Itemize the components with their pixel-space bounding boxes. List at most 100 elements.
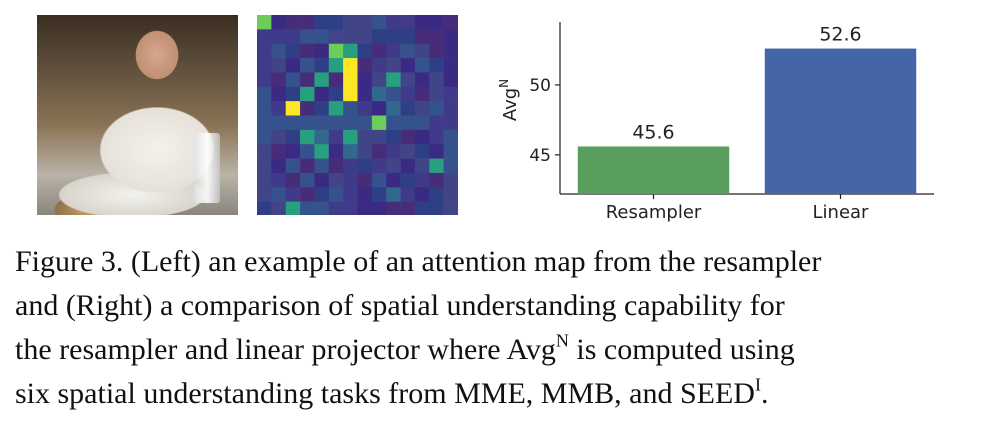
heatmap-cell: [443, 115, 458, 131]
heatmap-cell: [386, 115, 401, 131]
heatmap-cell: [371, 58, 387, 73]
heatmap-cell: [300, 115, 315, 131]
heatmap-cell: [357, 101, 373, 116]
heatmap-cell: [343, 172, 358, 188]
heatmap-cell: [400, 201, 416, 215]
heatmap-cell: [285, 43, 301, 59]
heatmap-cell: [357, 158, 373, 174]
heatmap-cell: [271, 15, 287, 30]
heatmap-cell: [300, 72, 315, 88]
heatmap-cell: [400, 15, 416, 30]
heatmap-cell: [400, 43, 416, 59]
heatmap-cell: [429, 129, 444, 145]
heatmap-cell: [443, 43, 458, 59]
heatmap-cell: [343, 43, 358, 59]
heatmap-cell: [357, 58, 373, 73]
heatmap-cell: [414, 115, 430, 131]
heatmap-cell: [328, 101, 344, 116]
heatmap-cell: [285, 72, 301, 88]
heatmap-cell: [429, 172, 444, 188]
heatmap-cell: [443, 101, 458, 116]
attention-map: [257, 15, 458, 215]
heatmap-cell: [343, 29, 358, 45]
heatmap-cell: [343, 201, 358, 215]
heatmap-cell: [285, 144, 301, 159]
heatmap-cell: [429, 158, 444, 174]
caption-line-2: and (Right) a comparison of spatial unde…: [15, 289, 785, 322]
heatmap-cell: [371, 43, 387, 59]
heatmap-cell: [314, 101, 330, 116]
heatmap-cell: [443, 72, 458, 88]
heatmap-cell: [285, 172, 301, 188]
data-label: 45.6: [632, 121, 674, 143]
heatmap-cell: [400, 86, 416, 102]
heatmap-cell: [414, 15, 430, 30]
heatmap-cell: [257, 15, 272, 30]
heatmap-cell: [328, 187, 344, 202]
y-tick-label: 50: [529, 76, 551, 96]
heatmap-cell: [371, 144, 387, 159]
heatmap-cell: [257, 172, 272, 188]
heatmap-cell: [386, 29, 401, 45]
heatmap-cell: [357, 43, 373, 59]
caption-line-3-b: is computed using: [568, 333, 795, 366]
heatmap-cell: [257, 115, 272, 131]
y-axis-label: AvgN: [497, 79, 521, 121]
heatmap-cell: [414, 172, 430, 188]
heatmap-cell: [314, 15, 330, 30]
heatmap-cell: [371, 101, 387, 116]
heatmap-cell: [400, 72, 416, 88]
heatmap-cell: [414, 101, 430, 116]
heatmap-cell: [314, 129, 330, 145]
heatmap-cell: [343, 101, 358, 116]
heatmap-cell: [386, 172, 401, 188]
heatmap-cell: [357, 86, 373, 102]
heatmap-cell: [443, 158, 458, 174]
caption-line-3-a: the resampler and linear projector where…: [15, 333, 556, 366]
heatmap-cell: [357, 187, 373, 202]
heatmap-cell: [328, 43, 344, 59]
heatmap-cell: [328, 58, 344, 73]
caption-line-4-a: six spatial understanding tasks from MME…: [15, 377, 755, 410]
heatmap-cell: [357, 129, 373, 145]
heatmap-cell: [300, 86, 315, 102]
heatmap-cell: [300, 144, 315, 159]
water-glass: [194, 133, 220, 203]
heatmap-cell: [257, 158, 272, 174]
heatmap-cell: [343, 15, 358, 30]
heatmap-cell: [300, 158, 315, 174]
caption-line-4-b: .: [760, 377, 769, 410]
heatmap-cell: [271, 72, 287, 88]
heatmap-cell: [343, 158, 358, 174]
caption-sup-n: N: [555, 330, 569, 351]
heatmap-cell: [300, 43, 315, 59]
heatmap-cell: [271, 172, 287, 188]
heatmap-cell: [443, 58, 458, 73]
heatmap-cell: [414, 129, 430, 145]
heatmap-cell: [386, 158, 401, 174]
heatmap-cell: [314, 115, 330, 131]
heatmap-cell: [357, 201, 373, 215]
heatmap-cell: [386, 15, 401, 30]
heatmap-cell: [429, 86, 444, 102]
heatmap-cell: [443, 29, 458, 45]
heatmap-cell: [414, 72, 430, 88]
heatmap-cell: [271, 86, 287, 102]
heatmap-cell: [343, 72, 358, 88]
heatmap-cell: [271, 158, 287, 174]
heatmap-cell: [257, 101, 272, 116]
heatmap-cell: [429, 144, 444, 159]
heatmap-cell: [386, 58, 401, 73]
heatmap-cell: [314, 86, 330, 102]
heatmap-cell: [371, 29, 387, 45]
heatmap-cell: [257, 72, 272, 88]
heatmap-cell: [328, 86, 344, 102]
heatmap-cell: [314, 144, 330, 159]
heatmap-cell: [371, 15, 387, 30]
heatmap-cell: [300, 172, 315, 188]
x-tick-label: Resampler: [606, 202, 702, 223]
heatmap-cell: [300, 101, 315, 116]
heatmap-cell: [357, 144, 373, 159]
heatmap-cell: [285, 101, 301, 116]
heatmap-cell: [328, 72, 344, 88]
